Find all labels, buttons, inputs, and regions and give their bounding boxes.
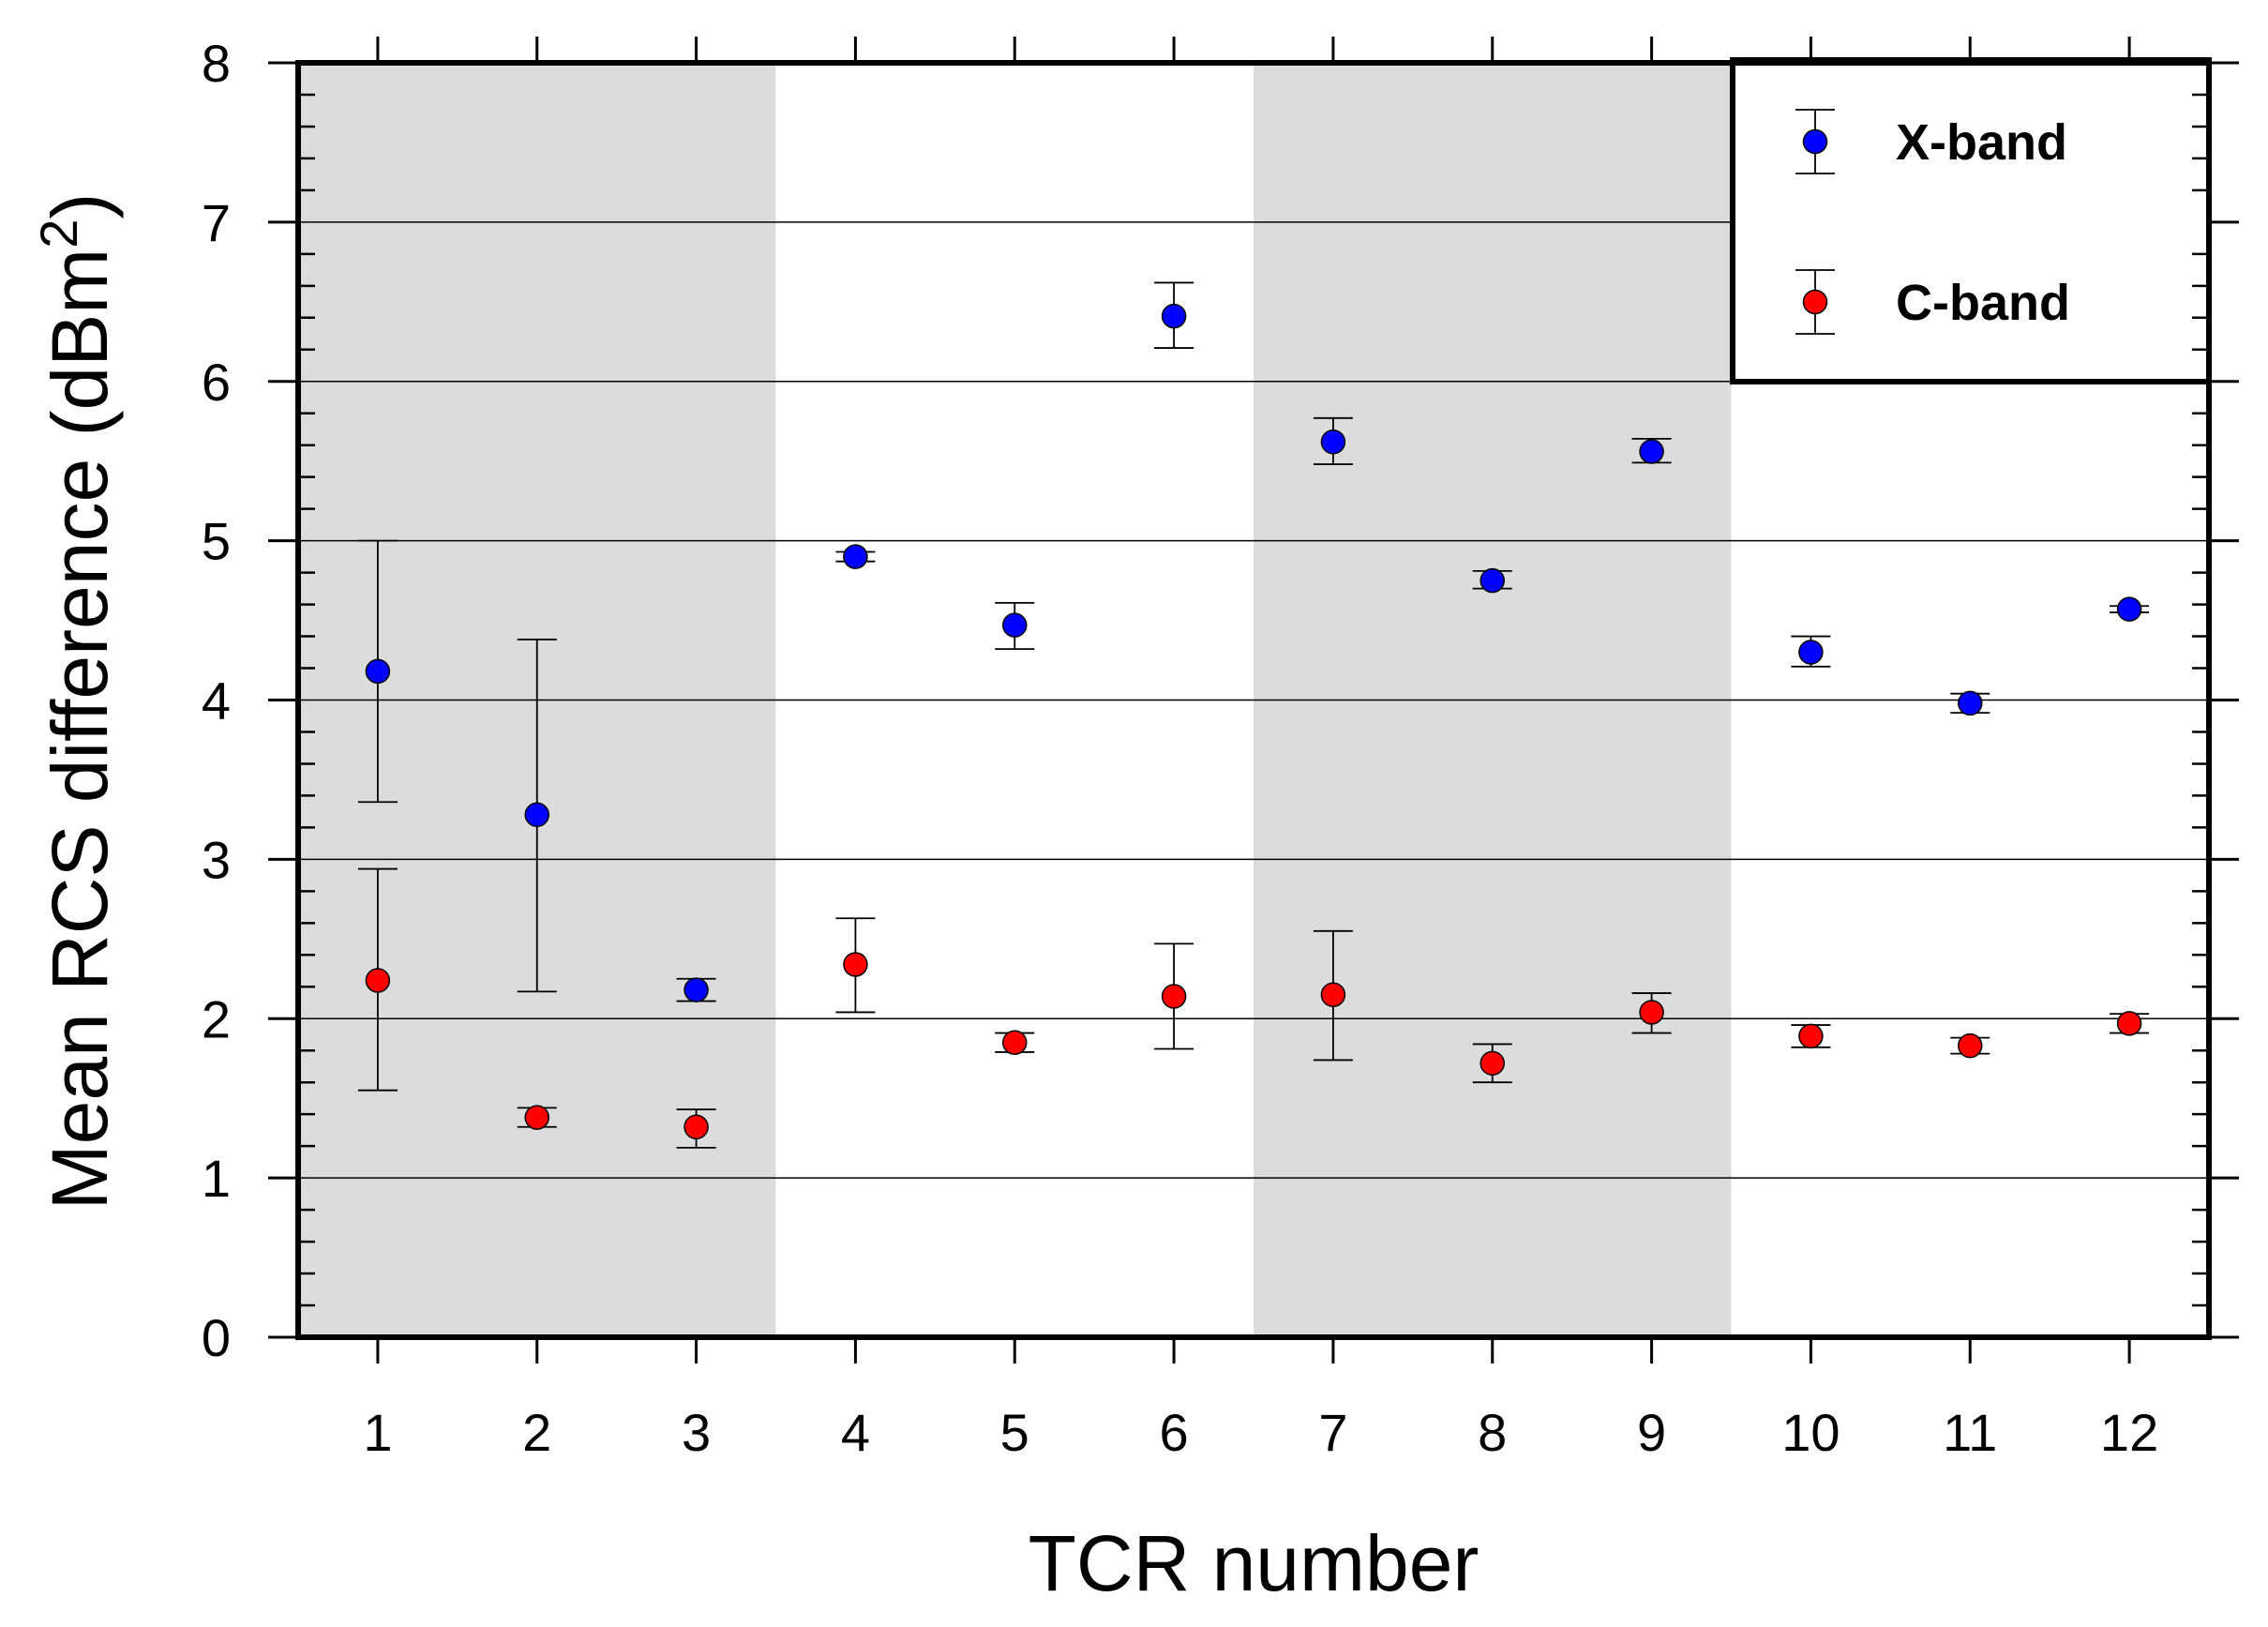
x-axis-title: TCR number	[1029, 1519, 1479, 1607]
legend-entry-X-band: X-band	[1795, 109, 2067, 174]
axis-ticks	[268, 37, 2239, 1363]
legend-entry-C-band: C-band	[1795, 269, 2070, 335]
legend-label: X-band	[1896, 114, 2067, 171]
point-C-band-7	[1320, 982, 1346, 1008]
x-tick-label-1: 1	[363, 1403, 392, 1462]
y-axis-title-main: Mean RCS difference (dBm	[36, 249, 124, 1211]
x-tick-label-5: 5	[1000, 1403, 1029, 1462]
legend: X-band C-band	[1730, 57, 2212, 384]
y-axis-title-superscript: 2	[29, 219, 88, 249]
point-C-band-2	[524, 1105, 549, 1130]
point-C-band-4	[843, 952, 868, 977]
legend-box	[1730, 57, 2212, 384]
y-axis-title-close: )	[36, 193, 124, 219]
point-X-band-6	[1161, 303, 1187, 329]
x-tick-label-2: 2	[522, 1403, 551, 1462]
point-X-band-9	[1639, 439, 1664, 464]
legend-marker	[1802, 289, 1828, 315]
point-C-band-6	[1161, 984, 1187, 1009]
y-tick-label-6: 6	[202, 353, 231, 412]
data-points	[365, 303, 2142, 1140]
y-tick-label-1: 1	[202, 1149, 231, 1208]
y-tick-labels: 0 1 2 3 4 5 6 7 8	[202, 34, 231, 1367]
x-tick-label-12: 12	[2100, 1403, 2158, 1462]
x-tick-label-8: 8	[1478, 1403, 1507, 1462]
point-X-band-1	[365, 658, 391, 685]
point-C-band-9	[1639, 1000, 1664, 1025]
legend-marker	[1802, 128, 1828, 155]
x-tick-label-7: 7	[1318, 1403, 1347, 1462]
y-tick-label-5: 5	[202, 512, 231, 571]
x-tick-label-10: 10	[1781, 1403, 1840, 1462]
point-C-band-1	[365, 968, 391, 993]
point-X-band-10	[1798, 640, 1824, 665]
x-tick-label-9: 9	[1637, 1403, 1666, 1462]
point-X-band-2	[524, 802, 549, 828]
point-X-band-5	[1002, 612, 1028, 638]
point-X-band-8	[1479, 567, 1505, 594]
y-tick-label-0: 0	[202, 1308, 231, 1367]
point-X-band-7	[1320, 429, 1346, 455]
x-tick-label-11: 11	[1943, 1403, 1997, 1462]
legend-label: C-band	[1896, 275, 2070, 331]
point-X-band-3	[683, 977, 709, 1002]
y-tick-label-3: 3	[202, 830, 231, 889]
point-C-band-11	[1958, 1032, 1983, 1059]
x-tick-labels: 1 2 3 4 5 6 7 8 9 10 11 12	[363, 1403, 2158, 1462]
x-tick-label-4: 4	[841, 1403, 870, 1462]
y-tick-label-7: 7	[202, 193, 231, 252]
x-tick-label-3: 3	[682, 1403, 711, 1462]
point-C-band-10	[1798, 1023, 1824, 1049]
y-tick-label-4: 4	[202, 671, 231, 731]
y-tick-label-2: 2	[202, 989, 231, 1048]
point-X-band-12	[2116, 596, 2142, 622]
y-tick-label-8: 8	[202, 34, 231, 93]
point-C-band-5	[1002, 1030, 1028, 1055]
point-X-band-11	[1958, 690, 1983, 716]
point-C-band-8	[1479, 1050, 1505, 1077]
point-X-band-4	[843, 544, 868, 569]
x-tick-label-6: 6	[1160, 1403, 1189, 1462]
point-C-band-12	[2116, 1011, 2142, 1036]
point-C-band-3	[683, 1114, 709, 1140]
y-axis-title: Mean RCS difference (dBm2)	[29, 193, 124, 1211]
